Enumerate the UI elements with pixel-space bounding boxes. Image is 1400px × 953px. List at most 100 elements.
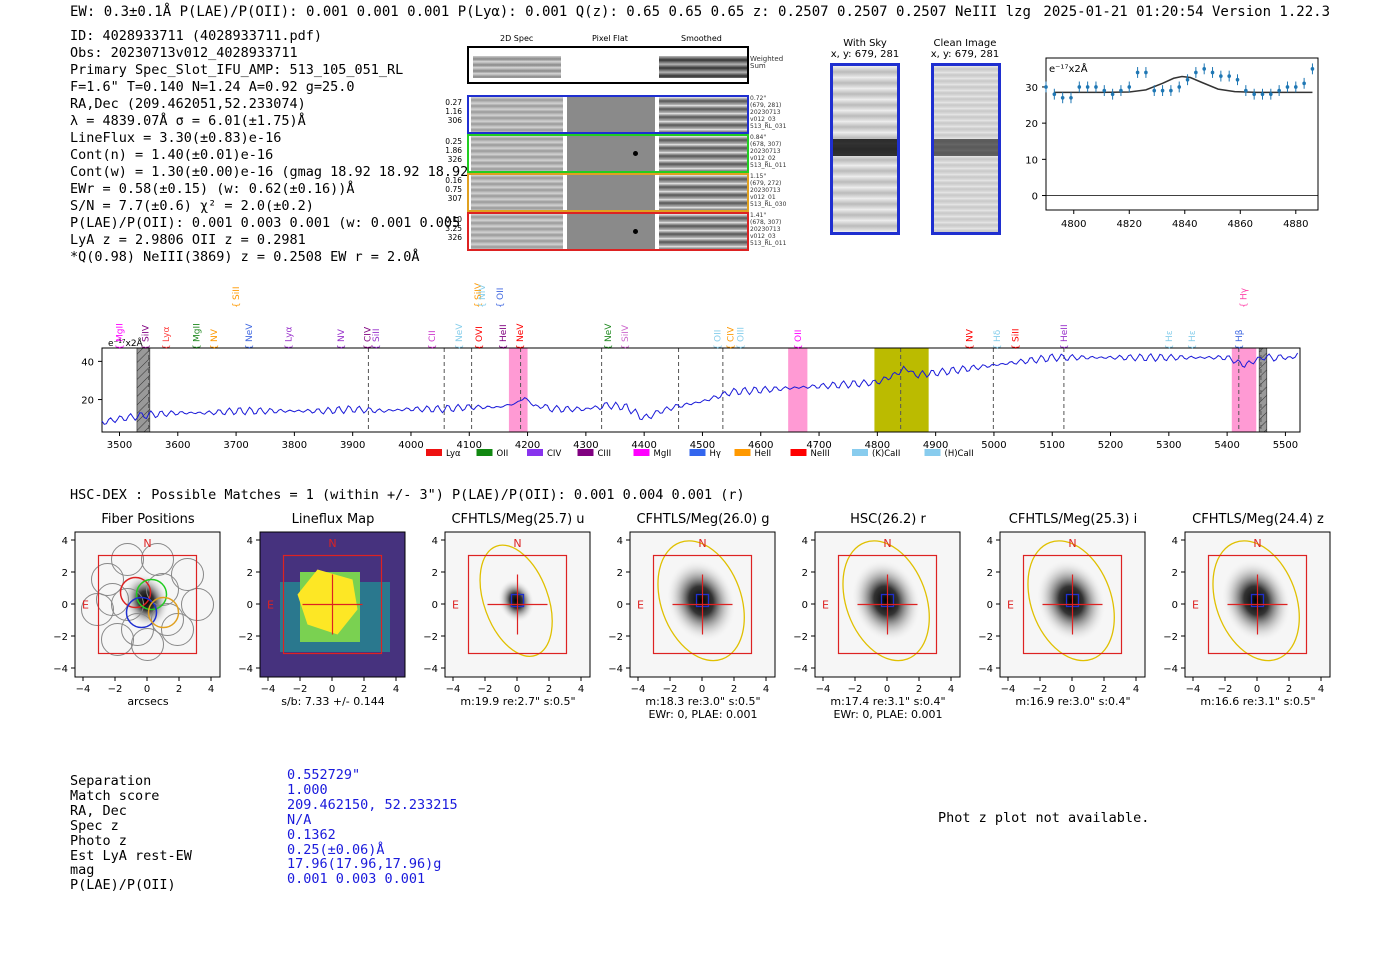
region-box [1022,554,1123,655]
image-caption-line: EWr: 0, PLAE: 0.001 [648,708,758,721]
line-label: OII [794,330,804,342]
image-ytick-label: −2 [53,632,68,643]
image-caption-line: m:16.9 re:3.0" s:0.4" [1015,695,1131,708]
spec-xtick-label: 4400 [631,440,656,451]
line-label: CIV [726,326,736,342]
image-ytick-label: 2 [987,568,993,579]
line-label: NeV [455,323,465,342]
match-value: 0.001 0.003 0.001 [287,871,426,888]
image-xtick-label: 2 [916,684,922,695]
info-contw: Cont(w) = 1.30(±0.00)e-16 (gmag 18.92 18… [70,164,477,180]
zoom-ytick-label: 0 [1032,192,1038,203]
legend-swatch [426,449,442,456]
image-caption-line: s/b: 7.33 +/- 0.144 [281,695,385,708]
image-xtick-label: 0 [144,684,150,695]
line-label-brace: { [714,344,724,350]
line-label-brace: { [474,302,484,308]
legend-swatch [577,449,594,456]
info-lambda: λ = 4839.07Å σ = 6.01(±1.75)Å [70,113,306,129]
pink-band [508,348,528,432]
image-xtick-label: −2 [1218,684,1233,695]
weighted-smoothed [659,56,747,78]
cutout-pixel-flat [567,136,655,171]
pink-band [788,348,808,432]
line-label: Hγ [1239,287,1249,300]
hatched-band [136,347,151,433]
image-ytick-label: −2 [978,632,993,643]
image-ytick-label: 4 [1172,536,1178,547]
info-ewr: EWr = 0.58(±0.15) (w: 0.62(±0.16))Å [70,181,355,197]
legend-label: OII [497,449,509,459]
line-label: SiIV [142,324,152,342]
image-ytick-label: 2 [432,568,438,579]
full-spectrum-chart: 20 40 3500 3600 3700 3800 3900 4000 4100 4200 4300… [81,282,1301,459]
compass-north: N [143,537,151,550]
zoom-point [1244,88,1248,93]
spec-xtick-label: 3900 [340,440,365,451]
galaxy-blob [851,559,921,642]
olive-band [874,348,929,432]
zoom-point [1094,85,1098,89]
zoom-point [1069,96,1073,100]
image-xtick-label: 4 [1133,684,1139,695]
weighted-2d [473,56,561,78]
line-label: SiII [1012,328,1022,342]
image-ytick-label: 2 [617,568,623,579]
match-value: N/A [287,811,312,828]
zoom-point [1102,88,1107,93]
compass-east: E [452,599,459,612]
image-caption: m:16.9 re:3.0" s:0.4" [983,695,1163,708]
cutout-row-meta-left: 0.27 1.16 306 [440,98,462,125]
zoom-point [1177,85,1182,89]
image-xtick-label: 2 [546,684,552,695]
image-panel: N E 4 2 0 −2 −4 −4 −2 0 2 4 [53,531,221,695]
region-box [652,554,753,655]
line-label: Lyα [285,326,295,342]
zoom-point [1052,92,1057,96]
compass-north: N [328,537,336,550]
match-value: 17.96(17.96,17.96)g [287,856,442,873]
image-ytick-label: 2 [1172,568,1178,579]
cutout-right-value: 513_RL_011 [750,162,787,169]
legend-swatch [852,449,868,456]
image-ytick-label: 4 [987,536,993,547]
image-ytick-label: 0 [62,600,68,611]
zoom-xtick-label: 4840 [1172,219,1197,230]
zoom-point [1119,88,1123,93]
zoom-point [1293,85,1298,89]
line-label-brace: { [993,344,1003,350]
line-label-brace: { [475,344,485,350]
legend-label: Hγ [710,449,721,459]
cutout-flat-dot [633,229,638,234]
cutout-left-value: 0.10 [445,215,462,224]
image-ytick-label: −4 [423,664,438,675]
weighted-sum-panel [467,46,749,84]
zoom-xtick-label: 4800 [1061,219,1086,230]
image-xtick-label: 4 [208,684,214,695]
legend-label: HeII [755,449,772,459]
image-caption: m:16.6 re:3.1" s:0.5" [1168,695,1348,708]
zoom-ylabel: e⁻¹⁷x2Å [1049,62,1088,75]
line-label-brace: { [604,344,614,350]
fiber-circle [161,613,194,646]
match-label: RA, Dec [70,802,127,819]
image-caption: m:17.4 re:3.1" s:0.4" EWr: 0, PLAE: 0.001 [798,695,978,721]
spec-xtick-label: 5500 [1273,440,1298,451]
line-label: MgII [192,323,202,342]
image-title: CFHTLS/Meg(24.4) z [1192,512,1324,527]
image-xtick-label: 2 [1286,684,1292,695]
line-label: HeII [1060,324,1070,342]
zoom-frame [1045,57,1319,211]
cutout-right-value: 0.72" [750,95,767,102]
spec-xtick-label: 4100 [457,440,482,451]
image-xtick-label: 2 [1101,684,1107,695]
image-ytick-label: 4 [617,536,623,547]
fiber-circle [181,588,214,621]
image-title: CFHTLS/Meg(25.7) u [451,512,585,527]
image-caption-line: m:17.4 re:3.1" s:0.4" [830,695,946,708]
zoom-point [1310,67,1315,71]
with-sky-title: With Sky x, y: 679, 281 [822,38,908,60]
cutout-smoothed [659,97,747,132]
line-label: CIV [363,326,373,342]
cutout-right-value: 20230713 [750,187,781,194]
